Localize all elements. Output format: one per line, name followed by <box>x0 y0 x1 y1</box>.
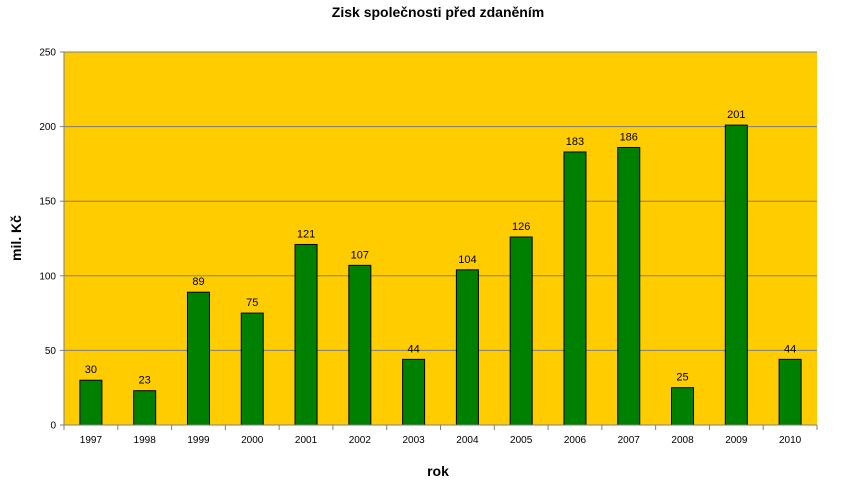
x-axis-ticks: 1997 1998 1999 2000 2001 2002 2003 2004 2005 2006… <box>63 425 818 446</box>
data-label: 186 <box>620 131 638 143</box>
axes <box>63 52 817 426</box>
bar <box>79 379 103 426</box>
x-tick-label: 2008 <box>671 435 694 446</box>
x-tick-label: 2001 <box>295 435 318 446</box>
x-tick-label: 2000 <box>241 435 264 446</box>
y-tick-label: 200 <box>39 122 56 133</box>
data-label: 126 <box>512 221 530 233</box>
bar <box>563 151 587 426</box>
data-label: 89 <box>192 276 204 288</box>
y-tick-label: 100 <box>39 271 56 282</box>
x-tick-label: 2006 <box>564 435 587 446</box>
bar <box>724 124 748 426</box>
data-label: 107 <box>351 249 369 261</box>
data-label: 25 <box>676 372 688 384</box>
plot-area <box>64 52 817 425</box>
data-label: 201 <box>727 109 745 121</box>
y-tick-label: 250 <box>39 48 56 59</box>
x-axis-label: rok <box>427 463 449 479</box>
x-tick-label: 2002 <box>349 435 372 446</box>
data-label: 30 <box>85 364 97 376</box>
y-tick-label: 50 <box>45 346 57 357</box>
bar <box>348 264 372 426</box>
bar <box>778 358 802 426</box>
x-tick-label: 2004 <box>456 435 479 446</box>
x-tick-label: 1999 <box>187 435 210 446</box>
data-label: 44 <box>784 343 796 355</box>
x-tick-label: 2010 <box>779 435 802 446</box>
x-tick-label: 2009 <box>725 435 748 446</box>
bar <box>186 291 210 426</box>
bar <box>509 236 533 426</box>
data-label: 44 <box>407 343 419 355</box>
data-labels: 30 23 89 75 121 107 44 104 126 183 186 25 201 44 <box>85 109 796 387</box>
x-tick-label: 1998 <box>134 435 157 446</box>
x-tick-label: 2003 <box>402 435 425 446</box>
data-label: 104 <box>458 254 476 266</box>
bar <box>455 269 479 426</box>
y-tick-label: 150 <box>39 197 56 208</box>
chart-title: Zisk společnosti před zdaněním <box>332 4 544 20</box>
bar <box>402 358 426 426</box>
data-label: 75 <box>246 297 258 309</box>
y-axis-ticks: 0 50 100 150 200 250 <box>39 48 64 432</box>
data-label: 23 <box>139 375 151 387</box>
y-tick-label: 0 <box>50 421 56 432</box>
bar <box>671 387 695 426</box>
y-axis-label: mil. Kč <box>8 215 24 261</box>
x-tick-label: 2005 <box>510 435 533 446</box>
x-tick-label: 1997 <box>80 435 103 446</box>
gridlines <box>64 51 817 351</box>
data-label: 183 <box>566 136 584 148</box>
bar <box>133 390 157 426</box>
bar <box>617 146 641 426</box>
data-label: 121 <box>297 228 315 240</box>
bar <box>294 243 318 426</box>
x-tick-label: 2007 <box>618 435 641 446</box>
bar <box>240 312 264 426</box>
